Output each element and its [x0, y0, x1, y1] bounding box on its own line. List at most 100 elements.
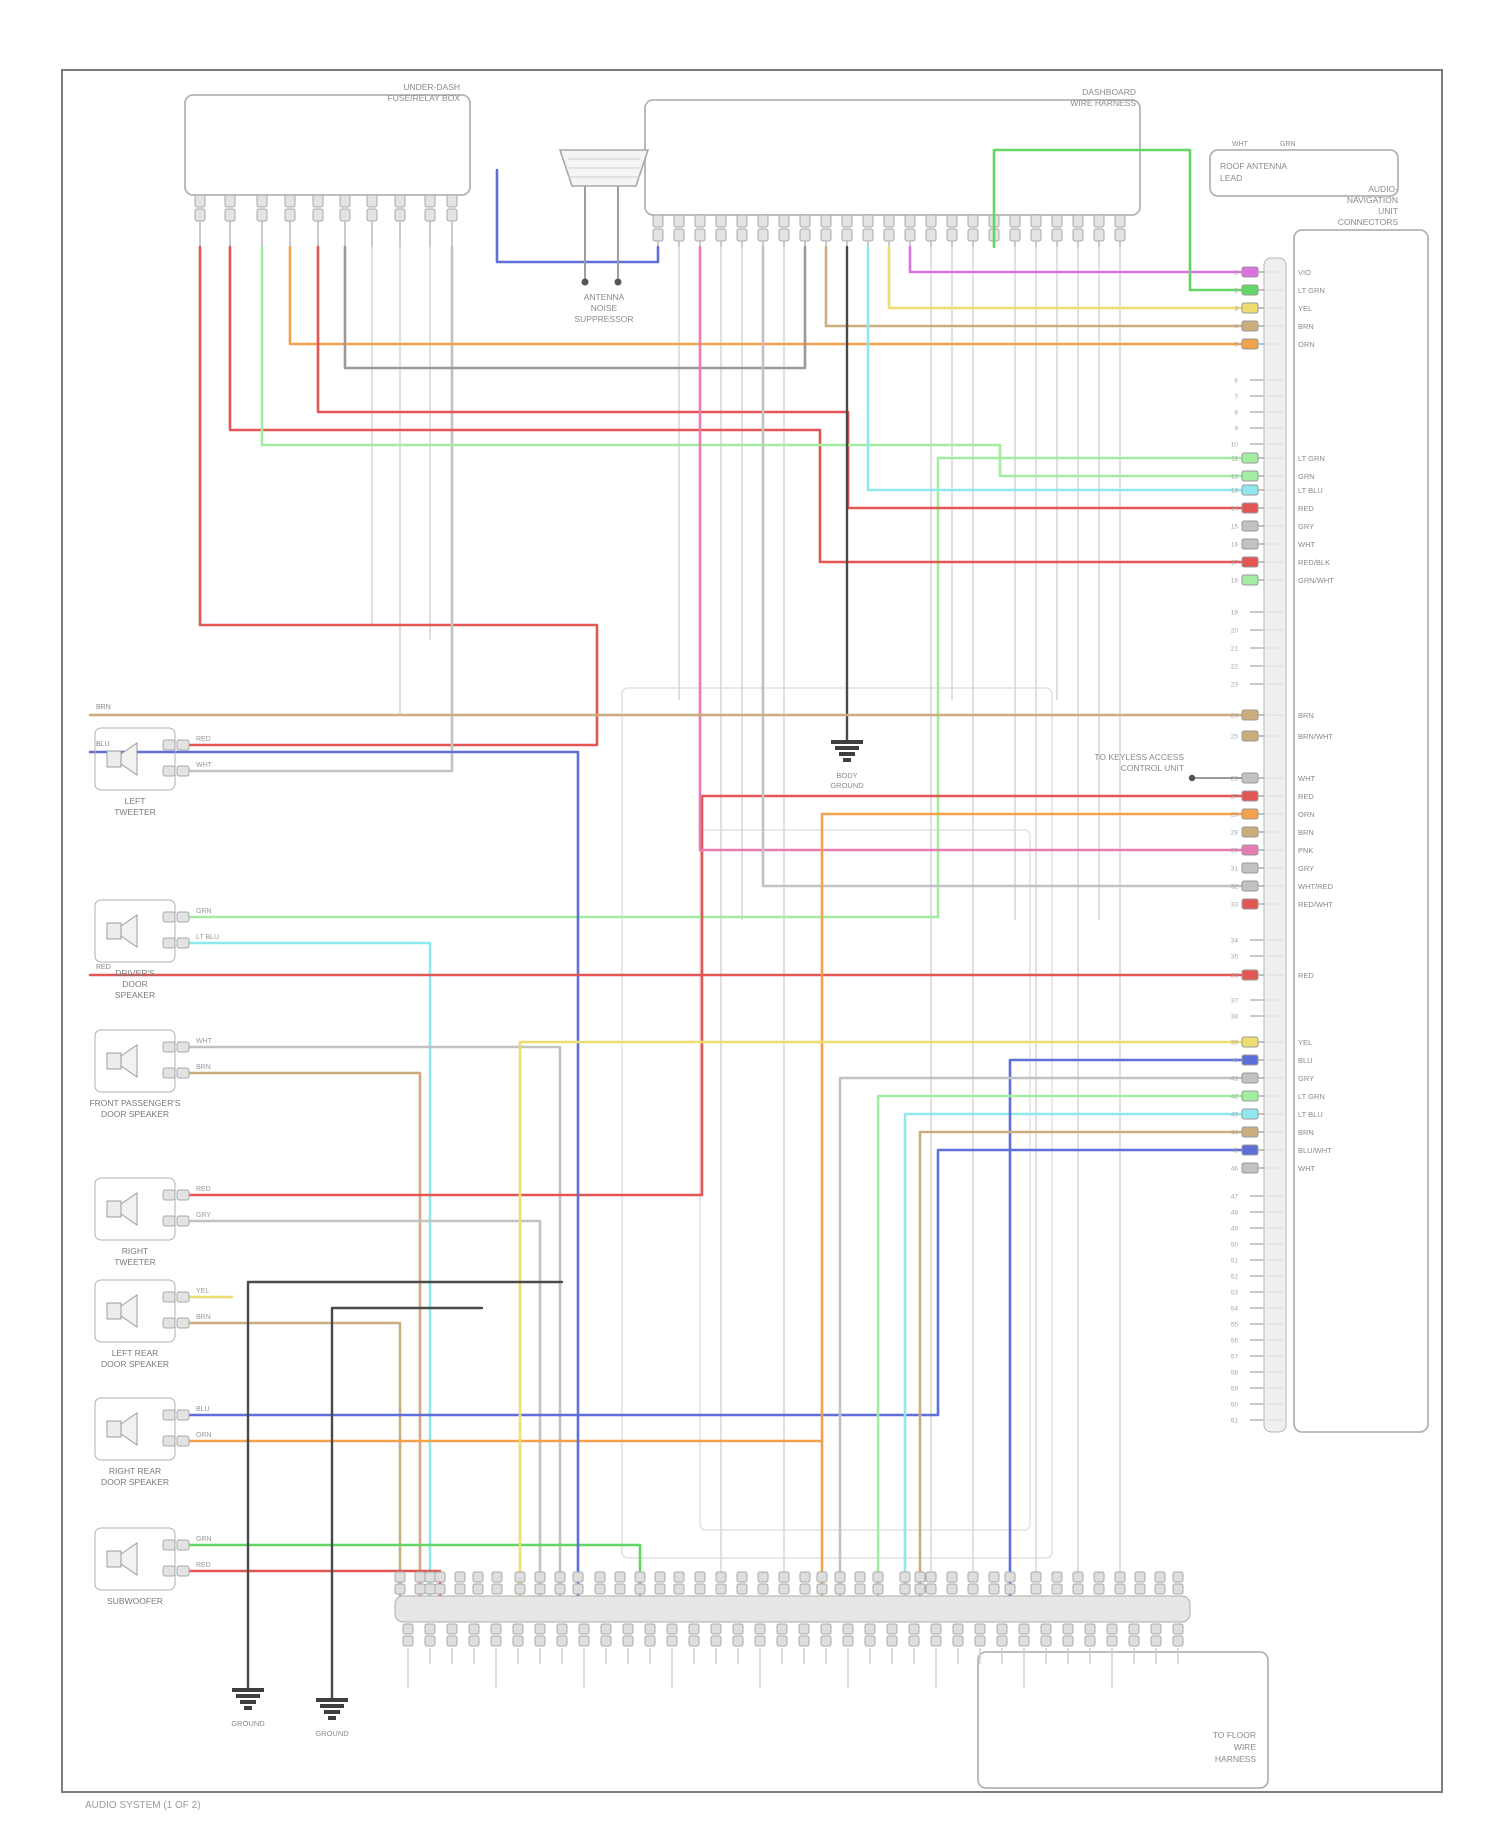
margin-wire-tag: RED: [96, 964, 111, 971]
top-center-connector-box: [644, 99, 1141, 216]
wire: [187, 1148, 1244, 1417]
connector-pin: [946, 214, 958, 228]
connector-pin: [1093, 1583, 1105, 1595]
connector-pin: [952, 1635, 964, 1647]
pin-label: ORN: [1298, 810, 1315, 819]
keyless-label: TO KEYLESS ACCESS: [1094, 752, 1184, 762]
connector-pin: [162, 1041, 176, 1053]
connector-pin: [402, 1623, 414, 1635]
component-label: TWEETER: [114, 1257, 156, 1267]
pin-number: 4: [1234, 324, 1238, 331]
pin-label: BRN: [1298, 322, 1314, 331]
pin-number: 12: [1231, 474, 1239, 481]
pin-number: 17: [1231, 560, 1239, 567]
wire: [876, 1094, 1244, 1598]
speaker-cone-icon: [120, 1412, 138, 1446]
connector-pin: [162, 1215, 176, 1227]
pin-number: 58: [1231, 1370, 1239, 1377]
component-label: DOOR SPEAKER: [101, 1109, 169, 1119]
connector-pin: [600, 1635, 612, 1647]
pin-terminal: [1241, 520, 1259, 532]
pin-number: 21: [1231, 646, 1239, 653]
connector-pin: [1106, 1635, 1118, 1647]
connector-pin: [600, 1623, 612, 1635]
pin-label: GRN/WHT: [1298, 576, 1334, 585]
connector-pin: [666, 1635, 678, 1647]
connector-pin: [556, 1623, 568, 1635]
pin-number: 6: [1234, 378, 1238, 385]
pin-number: 50: [1231, 1242, 1239, 1249]
ground-label: BODY: [836, 771, 857, 780]
pin-terminal: [1241, 284, 1259, 296]
connector-pin: [1154, 1583, 1166, 1595]
connector-pin: [534, 1571, 546, 1583]
connector-pin: [736, 1571, 748, 1583]
connector-pin: [974, 1623, 986, 1635]
pin-number: 1: [1234, 270, 1238, 277]
wire: [918, 1130, 1244, 1598]
pin-number: 32: [1231, 884, 1239, 891]
pin-number: 18: [1231, 578, 1239, 585]
pin-number: 49: [1231, 1226, 1239, 1233]
connector-pin: [1114, 1583, 1126, 1595]
connector-pin: [339, 194, 351, 208]
pin-terminal: [1241, 880, 1259, 892]
wire: [187, 794, 1244, 1197]
connector-pin: [715, 228, 727, 242]
top-right-box: [1209, 149, 1399, 197]
connector-pin: [864, 1635, 876, 1647]
component-left-rear-door-speaker: [94, 1279, 176, 1343]
connector-pin: [908, 1623, 920, 1635]
pin-number: 23: [1231, 682, 1239, 689]
pin-number: 11: [1231, 456, 1238, 463]
connector-pin: [176, 1565, 190, 1577]
connector-pin: [490, 1635, 502, 1647]
connector-pin: [799, 1583, 811, 1595]
pin-label: LT GRN: [1298, 1092, 1325, 1101]
connector-pin: [1009, 214, 1021, 228]
connector-pin: [162, 765, 176, 777]
connector-pin: [1172, 1571, 1184, 1583]
pin-terminal: [1241, 574, 1259, 586]
connector-pin: [1030, 1583, 1042, 1595]
pin-number: 13: [1231, 488, 1239, 495]
ground-label: GROUND: [231, 1719, 265, 1728]
connector-pin: [820, 214, 832, 228]
connector-pin: [424, 1571, 436, 1583]
pin-number: 36: [1231, 973, 1239, 980]
wire-color-tag: WHT: [196, 1038, 213, 1045]
pin-terminal: [1241, 844, 1259, 856]
connector-pin: [622, 1635, 634, 1647]
wire: [908, 245, 1244, 274]
pin-label: RED: [1298, 971, 1314, 980]
connector-pin: [930, 1623, 942, 1635]
connector-pin: [925, 214, 937, 228]
connector-pin: [778, 228, 790, 242]
connector-pin: [899, 1571, 911, 1583]
pin-label: BLU/WHT: [1298, 1146, 1332, 1155]
connector-pin: [754, 1623, 766, 1635]
connector-pin: [715, 1583, 727, 1595]
pin-label: YEL: [1298, 1038, 1312, 1047]
connector-pin: [666, 1623, 678, 1635]
connector-pin: [694, 1583, 706, 1595]
connector-pin: [176, 1067, 190, 1079]
wire: [866, 245, 1244, 492]
connector-pin: [1114, 1571, 1126, 1583]
pin-label: VIO: [1298, 268, 1311, 277]
connector-pin: [899, 1583, 911, 1595]
connector-pin: [654, 1571, 666, 1583]
wire-color-tag: WHT: [1232, 141, 1249, 148]
connector-pin: [946, 228, 958, 242]
pin-terminal: [1241, 969, 1259, 981]
connector-pin: [162, 1189, 176, 1201]
pin-label: BRN: [1298, 1128, 1314, 1137]
component-subwoofer: [94, 1527, 176, 1591]
connector-pin: [446, 208, 458, 222]
connector-pin: [490, 1623, 502, 1635]
connector-pin: [930, 1635, 942, 1647]
connector-pin: [644, 1635, 656, 1647]
connector-pin: [622, 1623, 634, 1635]
connector-pin: [1134, 1583, 1146, 1595]
wire-color-tag: RED: [196, 1186, 211, 1193]
